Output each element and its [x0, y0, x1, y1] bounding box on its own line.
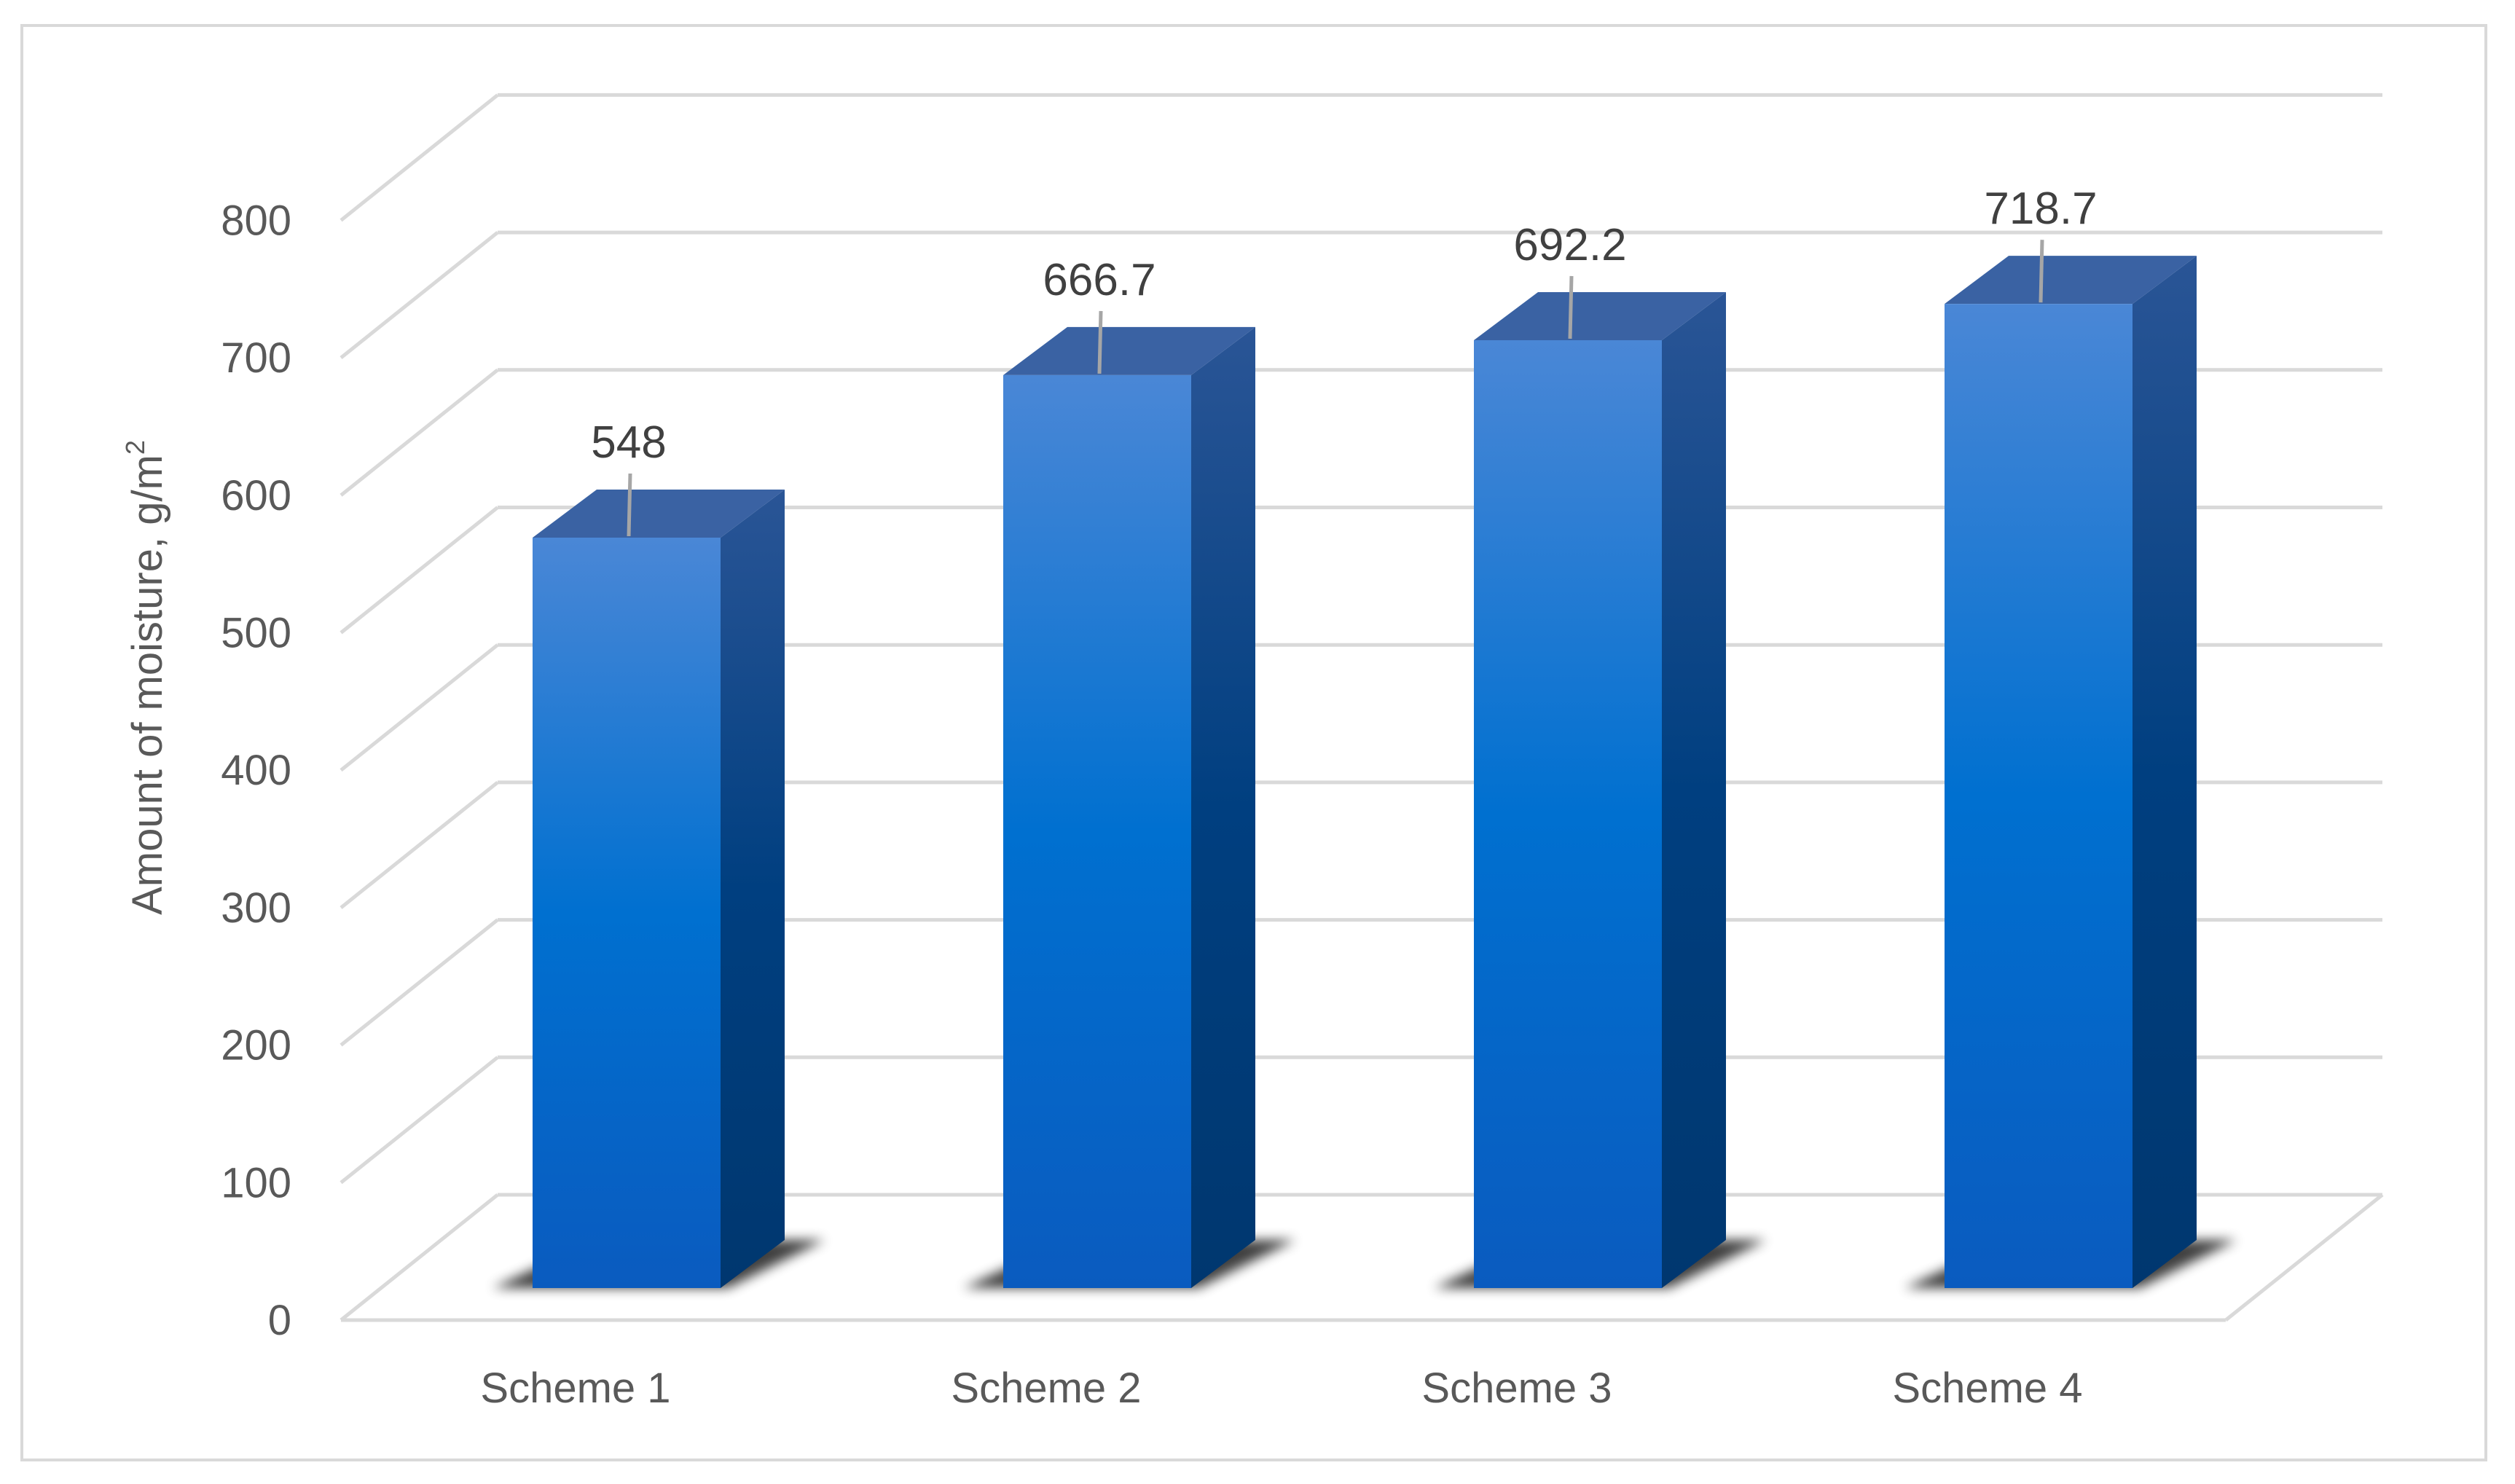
y-tick-label-300: 300 [221, 884, 291, 932]
x-tick-label-1: Scheme 1 [480, 1365, 670, 1412]
bar-side-face [721, 490, 785, 1288]
x-tick-label-3: Scheme 3 [1421, 1365, 1612, 1412]
y-tick-label-600: 600 [221, 472, 291, 519]
y-axis-title-main: Amount of moisture, g/m [124, 455, 171, 915]
data-label-leader [1568, 275, 1574, 339]
bar-side-face [1191, 326, 1255, 1288]
bar-front-face [533, 538, 721, 1288]
data-label-1: 548 [591, 417, 666, 468]
bar-side-face [2133, 256, 2197, 1289]
data-label-3: 692.2 [1513, 220, 1626, 270]
x-tick-label-4: Scheme 4 [1892, 1365, 2082, 1412]
y-tick-label-500: 500 [221, 610, 291, 657]
data-labels: 548 666.7 692.2 718.7 [591, 184, 2098, 537]
y-tick-label-200: 200 [221, 1022, 291, 1069]
bar-side-face [1662, 291, 1726, 1288]
bar-3 [1434, 291, 1766, 1288]
data-label-leader [2039, 240, 2044, 303]
y-axis-ticks: 0 100 200 300 400 500 600 700 800 [221, 197, 291, 1344]
x-tick-label-2: Scheme 2 [951, 1365, 1141, 1412]
bar-top-face [533, 490, 785, 538]
gridline-800 [340, 93, 2382, 222]
data-label-4: 718.7 [1984, 184, 2097, 234]
data-label-leader [627, 473, 632, 537]
y-tick-label-100: 100 [221, 1159, 291, 1206]
bar-top-face [1003, 326, 1255, 375]
bar-4 [1904, 256, 2237, 1289]
y-tick-label-400: 400 [221, 747, 291, 794]
bar-2 [963, 326, 1295, 1288]
bar-1 [493, 490, 825, 1288]
bar-top-face [1474, 291, 1726, 340]
y-tick-label-800: 800 [221, 197, 291, 244]
bar-front-face [1474, 339, 1662, 1288]
data-label-2: 666.7 [1043, 255, 1156, 305]
bar-top-face [1945, 256, 2197, 305]
y-tick-label-0: 0 [268, 1297, 291, 1344]
y-tick-label-700: 700 [221, 334, 291, 382]
bar-front-face [1945, 304, 2133, 1289]
y-axis-title: Amount of moisture, g/m2 [120, 440, 171, 915]
bars [493, 256, 2237, 1289]
bar-front-face [1003, 374, 1191, 1288]
x-axis-ticks: Scheme 1 Scheme 2 Scheme 3 Scheme 4 [480, 1365, 2082, 1412]
y-axis-title-superscript: 2 [120, 440, 150, 455]
data-label-leader [1097, 310, 1103, 374]
gridline-700 [340, 230, 2382, 360]
